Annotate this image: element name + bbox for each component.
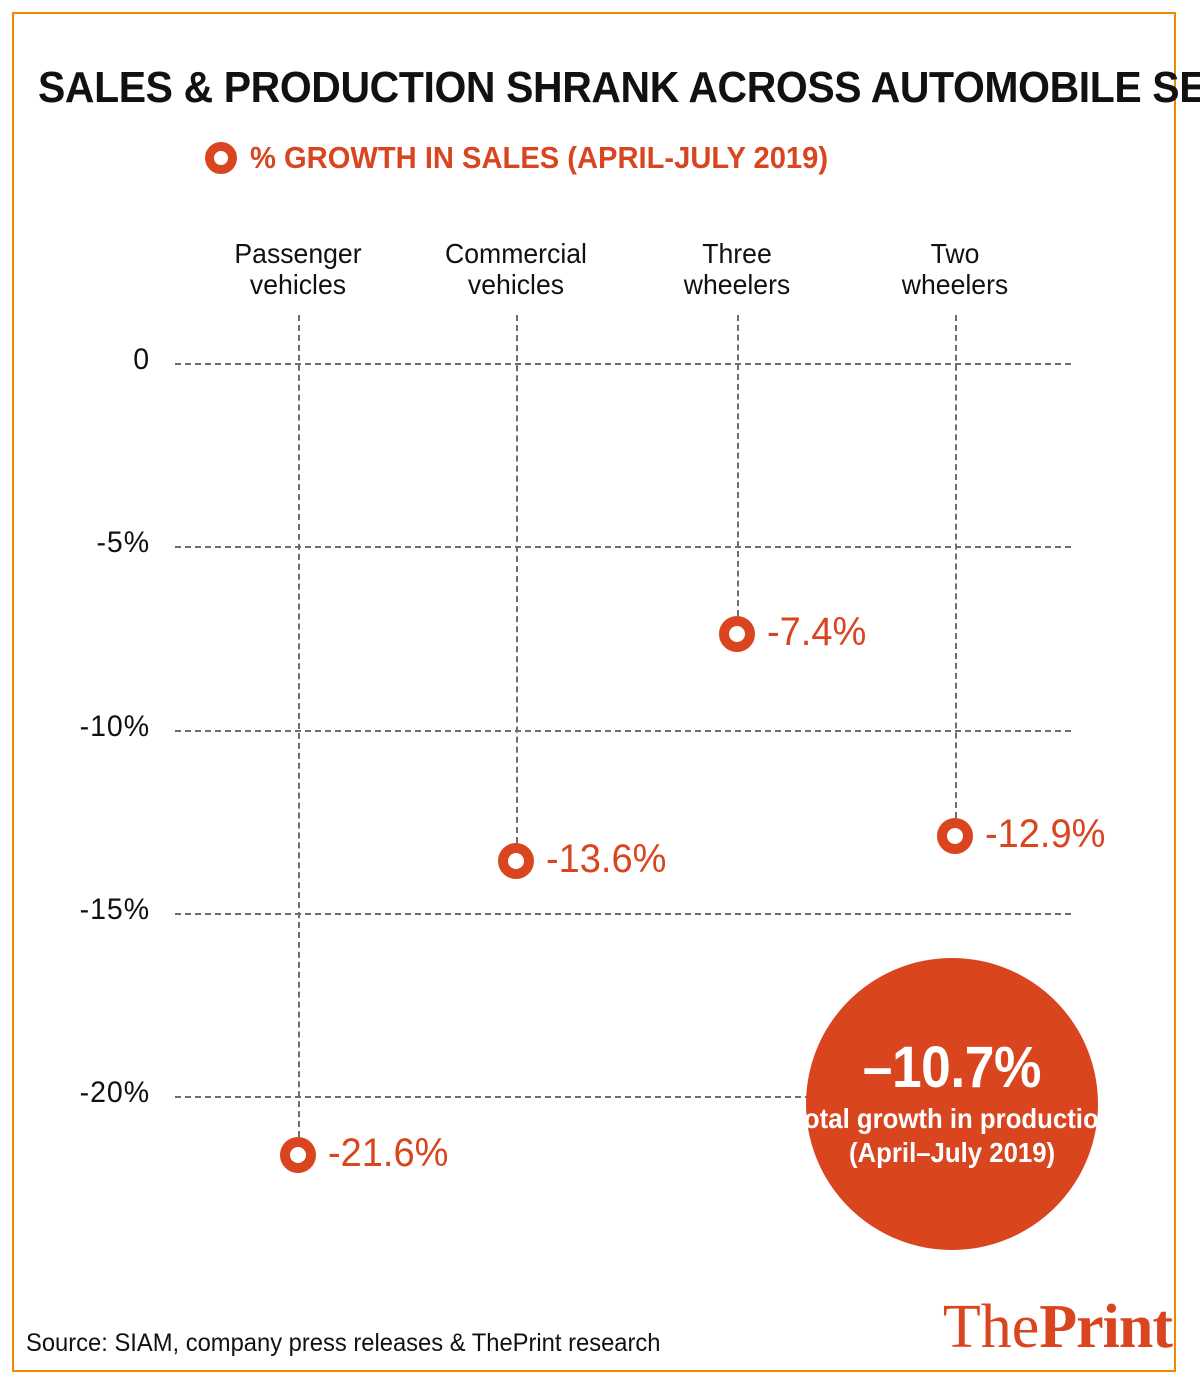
data-point-marker[interactable]	[498, 843, 534, 880]
bubble-caption-line-2: (April–July 2019)	[848, 1137, 1056, 1168]
gridline	[175, 1096, 1071, 1098]
data-point-label: -7.4%	[767, 610, 867, 655]
data-point-marker[interactable]	[719, 616, 755, 653]
category-stem-line	[737, 315, 739, 617]
category-label: Commercial vehicles	[416, 238, 616, 301]
category-stem-line	[516, 315, 518, 844]
theprint-logo: ThePrint	[942, 1293, 1173, 1361]
total-production-bubble: –10.7% Total growth in production (April…	[790, 958, 1114, 1250]
category-label-line-2: wheelers	[683, 269, 791, 301]
category-label-line-1: Three	[702, 238, 772, 269]
y-axis-tick-label: -20%	[79, 1076, 150, 1109]
bubble-caption-line-1: Total growth in production	[789, 1102, 1115, 1134]
category-label-line-2: vehicles	[467, 269, 565, 301]
category-label-line-1: Passenger	[234, 238, 362, 269]
category-label: Two wheelers	[855, 238, 1055, 301]
page-title: SALES & PRODUCTION SHRANK ACROSS AUTOMOB…	[38, 63, 1200, 112]
category-label: Passenger vehicles	[198, 238, 398, 301]
data-point-label: -13.6%	[546, 837, 667, 882]
y-axis-tick-label: 0	[133, 343, 150, 376]
gridline	[175, 729, 1071, 732]
y-axis-tick-label: -5%	[96, 526, 150, 560]
chart-legend: % GROWTH IN SALES (APRIL-JULY 2019)	[205, 140, 865, 176]
gridline	[175, 912, 1071, 915]
gridline	[175, 546, 1071, 549]
logo-print: Print	[1039, 1293, 1173, 1361]
ring-marker-icon	[205, 142, 237, 174]
data-point-label: -21.6%	[328, 1130, 449, 1175]
data-point-label: -12.9%	[985, 811, 1106, 856]
gridline	[175, 363, 1071, 365]
y-axis-tick-label: -10%	[79, 709, 150, 743]
category-label-line-1: Two	[930, 238, 980, 269]
y-axis-tick-label: -15%	[79, 892, 150, 926]
category-label-line-2: wheelers	[901, 269, 1009, 301]
category-label-line-1: Commercial	[445, 238, 587, 269]
category-stem-line	[955, 315, 957, 818]
bubble-value: –10.7%	[862, 1034, 1042, 1100]
category-label: Three wheelers	[637, 238, 837, 301]
category-label-line-2: vehicles	[249, 269, 347, 301]
data-point-marker[interactable]	[280, 1136, 316, 1173]
logo-the: The	[942, 1293, 1040, 1361]
legend-label: % GROWTH IN SALES (APRIL-JULY 2019)	[250, 140, 829, 175]
data-point-marker[interactable]	[937, 817, 973, 854]
source-note: Source: SIAM, company press releases & T…	[26, 1329, 661, 1357]
category-stem-line	[298, 315, 300, 1137]
